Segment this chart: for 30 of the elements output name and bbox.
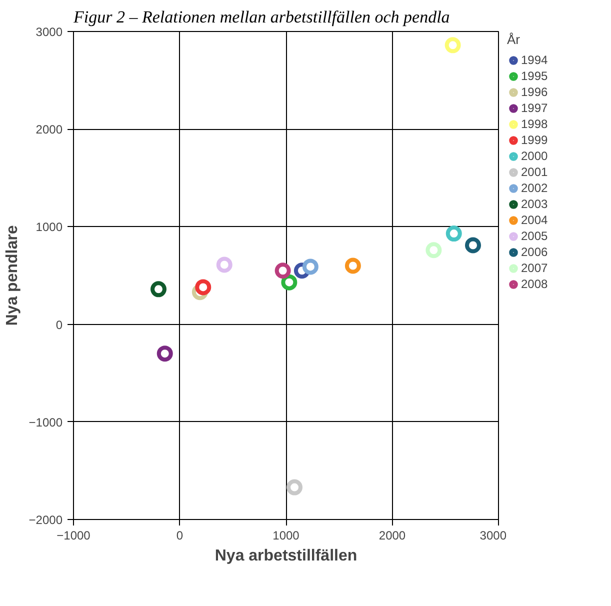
y-tick-label: 3000 (36, 25, 63, 39)
legend-label: 2007 (521, 260, 548, 276)
legend-label: 1999 (521, 132, 548, 148)
x-tick-label: 2000 (378, 528, 406, 542)
legend-label: 1998 (521, 116, 548, 132)
y-axis-title: Nya pendlare (4, 225, 21, 326)
legend-label: 1994 (521, 52, 548, 68)
x-tick-label: −1000 (56, 528, 91, 542)
legend-label: 2004 (521, 212, 548, 228)
legend-label: 2005 (521, 228, 548, 244)
legend-label: 2001 (521, 164, 548, 180)
x-tick-label: 0 (176, 528, 184, 542)
x-tick-label: 1000 (272, 528, 300, 542)
legend-label: 2006 (521, 244, 548, 260)
y-tick-label: 0 (56, 318, 63, 332)
y-tick-label: 1000 (36, 220, 63, 234)
legend-label: 2008 (521, 276, 548, 292)
legend-label: 1996 (521, 84, 548, 100)
legend-label: 1995 (521, 68, 548, 84)
legend-title: År (507, 32, 521, 47)
legend-label: 2000 (521, 148, 548, 164)
legend-label: 2003 (521, 196, 548, 212)
chart-title: Figur 2 – Relationen mellan arbetstillfällen och pendla (72, 8, 450, 26)
y-tick-label: 2000 (36, 122, 63, 137)
legend-label: 2002 (521, 180, 548, 196)
x-tick-label: 3000 (480, 528, 507, 542)
legend-label: 1997 (521, 100, 548, 116)
y-tick-label: −1000 (28, 415, 63, 430)
y-tick-label: −2000 (28, 513, 63, 527)
x-axis-title: Nya arbetstillfällen (214, 548, 358, 564)
